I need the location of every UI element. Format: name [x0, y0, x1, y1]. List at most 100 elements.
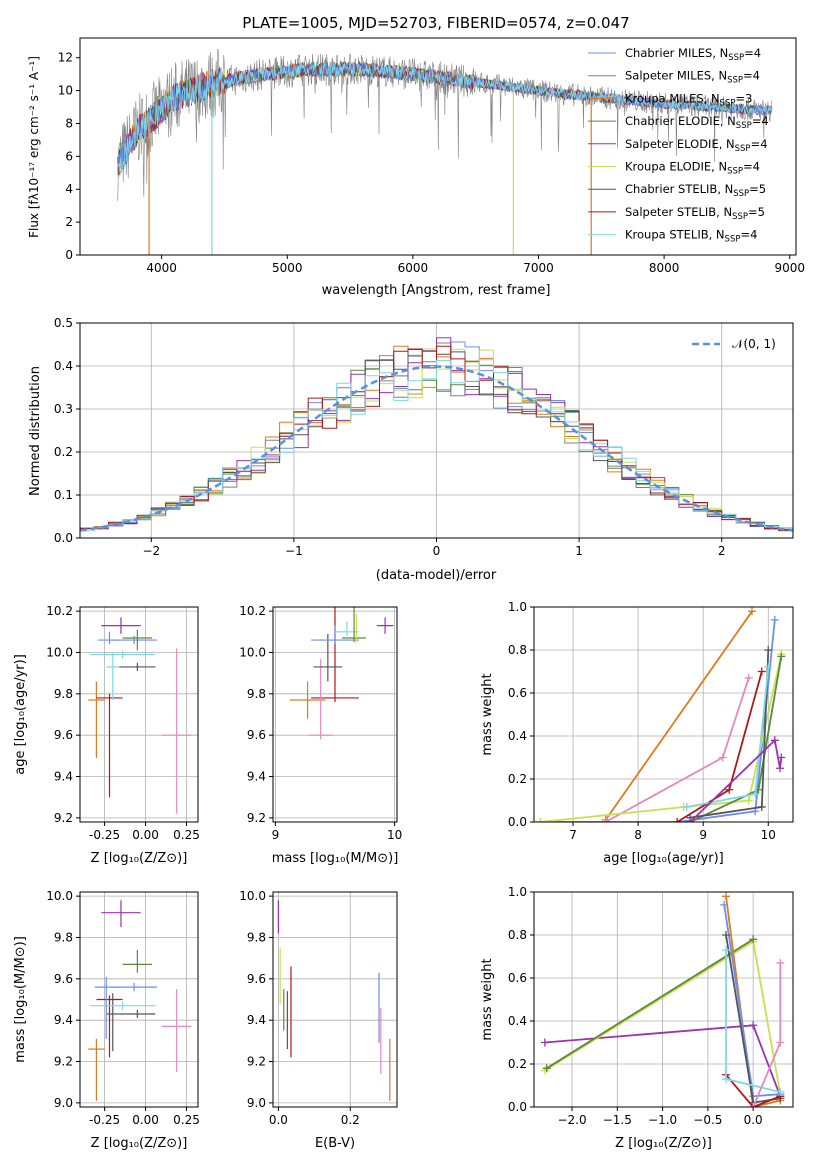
spectrum-model-line	[117, 61, 773, 173]
residual-ytick-label: 0.5	[54, 316, 73, 330]
spectrum-legend-label: Chabrier ELODIE, NSSP=4	[625, 114, 769, 131]
mass-vs-ebv-xtick-label: 0.0	[269, 1113, 288, 1127]
mass-vs-Z-ytick-label: 9.2	[54, 1055, 73, 1069]
residual-xtick-label: 0	[433, 544, 441, 558]
age-vs-mass-frame	[272, 606, 398, 823]
residual-legend-label: 𝒩(0, 1)	[732, 337, 776, 351]
weight-vs-Z-xtick-label: −0.5	[693, 1113, 722, 1127]
weight-vs-Z-marker	[776, 1038, 785, 1047]
spectrum-xtick-label: 7000	[523, 261, 554, 275]
weight-vs-Z-marker	[540, 1038, 549, 1047]
mass-vs-ebv-ytick-label: 9.6	[247, 972, 266, 986]
weight-vs-age-ytick-label: 0.0	[508, 815, 527, 829]
age-vs-Z-ytick-label: 9.2	[54, 811, 73, 825]
mass-vs-ebv-ytick-label: 9.0	[247, 1096, 266, 1110]
mass-vs-Z-frame	[79, 891, 199, 1108]
spectrum-xtick-label: 4000	[146, 261, 177, 275]
weight-vs-Z-ylabel: mass weight	[480, 958, 495, 1040]
weight-vs-Z-series-line	[546, 938, 754, 1070]
age-vs-mass-ytick-label: 9.2	[247, 811, 266, 825]
mass-vs-Z-ytick-label: 9.8	[54, 930, 73, 944]
mass-vs-ebv-ytick-label: 9.8	[247, 930, 266, 944]
weight-vs-age-marker	[757, 802, 766, 811]
spectrum-ytick-label: 2	[65, 215, 73, 229]
spectrum-xtick-label: 9000	[774, 261, 805, 275]
weight-vs-Z-marker	[721, 892, 730, 901]
residual-xtick-label: −1	[285, 544, 303, 558]
weight-vs-Z-marker	[749, 1021, 758, 1030]
residual-xtick-label: 2	[718, 544, 726, 558]
spectrum-xtick-label: 5000	[272, 261, 303, 275]
weight-vs-Z-plot	[540, 892, 785, 1107]
age-vs-mass-xlabel: mass [log₁₀(M/M⊙)]	[272, 851, 399, 866]
mass-vs-Z-ytick-label: 10.0	[46, 889, 73, 903]
weight-vs-age-marker	[751, 790, 760, 799]
weight-vs-Z-series-line	[725, 896, 781, 1107]
mass-vs-Z-xtick-label: 0.00	[132, 1113, 159, 1127]
weight-vs-age-marker	[673, 818, 682, 822]
weight-vs-age-marker	[764, 646, 773, 654]
mass-vs-Z-xtick-label: -0.25	[89, 1113, 120, 1127]
weight-vs-age-marker	[770, 615, 779, 624]
weight-vs-Z-frame	[533, 891, 794, 1108]
age-vs-mass-ytick-label: 10.0	[239, 645, 266, 659]
weight-vs-Z-ytick-label: 0.8	[508, 928, 527, 942]
age-vs-mass-ytick-label: 9.6	[247, 728, 266, 742]
weight-vs-age-xlabel: age [log₁₀(age/yr)]	[603, 851, 724, 866]
residual-xlabel: (data-model)/error	[376, 568, 497, 583]
weight-vs-Z-ytick-label: 0.6	[508, 971, 527, 985]
mass-vs-Z-ylabel: mass [log₁₀(M/M⊙)]	[13, 936, 28, 1063]
weight-vs-age-xtick-label: 7	[569, 828, 577, 842]
weight-vs-Z-marker	[749, 1103, 758, 1107]
mass-vs-ebv-ytick-label: 10.0	[239, 889, 266, 903]
residual-ytick-label: 0.2	[54, 445, 73, 459]
weight-vs-Z-xtick-label: 0.0	[744, 1113, 763, 1127]
spectrum-model-line	[117, 61, 773, 168]
weight-vs-Z-marker	[542, 1064, 551, 1073]
weight-vs-Z-series-line	[723, 904, 781, 1098]
mass-vs-Z-ytick-label: 9.0	[54, 1096, 73, 1110]
spectrum-xtick-label: 8000	[649, 261, 680, 275]
age-vs-Z-xtick-label: 0.25	[173, 828, 200, 842]
spectrum-frame	[79, 37, 797, 256]
weight-vs-age-series-line	[605, 677, 750, 822]
weight-vs-age-marker	[536, 818, 545, 822]
mass-vs-ebv-ytick-label: 9.4	[247, 1013, 266, 1027]
residual-xtick-label: −2	[142, 544, 160, 558]
weight-vs-age-xtick-label: 8	[634, 828, 642, 842]
residual-xtick-label: 1	[575, 544, 583, 558]
weight-vs-Z-marker	[720, 900, 729, 909]
weight-vs-Z-xtick-label: −1.0	[648, 1113, 677, 1127]
weight-vs-age-marker	[686, 818, 695, 822]
weight-vs-Z-ytick-label: 0.4	[508, 1014, 527, 1028]
spectrum-ytick-label: 10	[58, 84, 73, 98]
mass-vs-Z-xtick-label: 0.25	[173, 1113, 200, 1127]
weight-vs-Z-marker	[776, 1087, 785, 1096]
residual-ytick-label: 0.4	[54, 359, 73, 373]
mass-vs-Z-ytick-label: 9.4	[54, 1013, 73, 1027]
spectrum-legend-label: Salpeter STELIB, NSSP=5	[625, 205, 765, 222]
spectrum-xlabel: wavelength [Angstrom, rest frame]	[322, 283, 551, 298]
age-vs-Z-xtick-label: 0.00	[132, 828, 159, 842]
spectrum-xtick-label: 6000	[398, 261, 429, 275]
weight-vs-age-marker	[757, 667, 766, 676]
mass-vs-Z-xlabel: Z [log₁₀(Z/Z⊙)]	[91, 1136, 188, 1151]
residual-plot	[80, 337, 793, 533]
spectrum-ylabel: Flux [fλ10⁻¹⁷ erg cm⁻² s⁻¹ A⁻¹]	[27, 56, 41, 238]
weight-vs-age-marker	[718, 753, 727, 762]
spectrum-ytick-label: 4	[65, 182, 73, 196]
weight-vs-Z-series-line	[725, 1074, 781, 1107]
weight-vs-age-ylabel: mass weight	[480, 673, 495, 755]
weight-vs-Z-ytick-label: 0.2	[508, 1057, 527, 1071]
figure-title: PLATE=1005, MJD=52703, FIBERID=0574, z=0…	[242, 14, 629, 32]
spectrum-legend-label: Chabrier STELIB, NSSP=5	[625, 182, 766, 199]
spectrum-legend-label: Salpeter ELODIE, NSSP=4	[625, 137, 768, 154]
weight-vs-age-marker	[744, 673, 753, 682]
weight-vs-age-marker	[725, 785, 734, 794]
age-vs-Z-ytick-label: 10.0	[46, 645, 73, 659]
weight-vs-age-marker	[777, 652, 786, 661]
weight-vs-Z-marker	[721, 946, 730, 955]
residual-ytick-label: 0.3	[54, 402, 73, 416]
weight-vs-Z-xtick-label: −1.5	[603, 1113, 632, 1127]
mass-vs-ebv-xlabel: E(B-V)	[315, 1136, 355, 1151]
